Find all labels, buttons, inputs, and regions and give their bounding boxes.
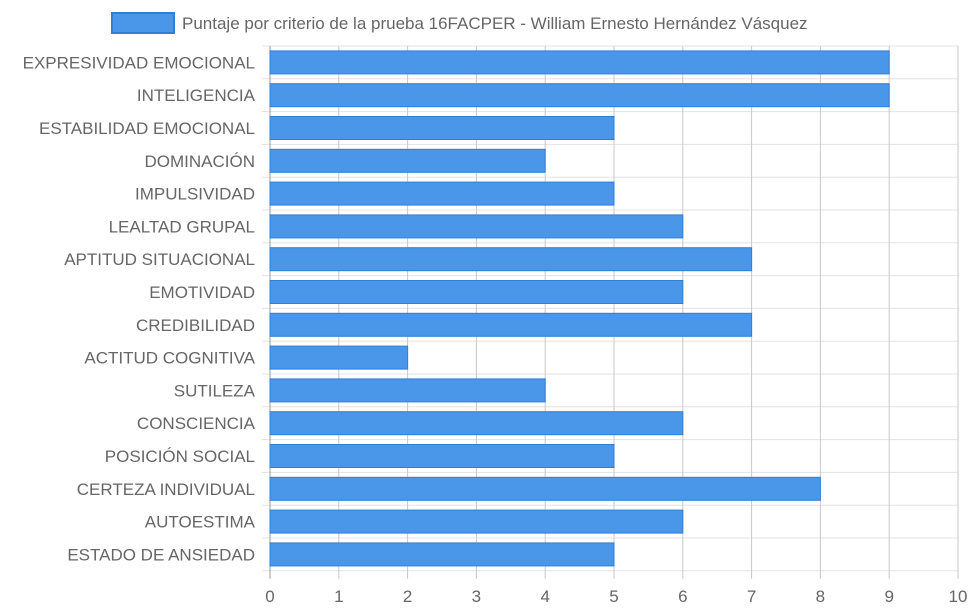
category-label: EMOTIVIDAD [149,283,255,302]
x-tick-label: 8 [816,587,825,606]
category-label: AUTOESTIMA [145,513,256,532]
bar[interactable] [269,444,615,468]
x-tick-label: 1 [334,587,343,606]
bar[interactable] [269,181,615,206]
category-label: CERTEZA INDIVIDUAL [77,480,255,499]
y-axis-labels: EXPRESIVIDAD EMOCIONAL INTELIGENCIA ESTABI… [23,53,256,564]
category-label: INTELIGENCIA [137,86,256,105]
category-label: APTITUD SITUACIONAL [64,250,255,269]
category-label: LEALTAD GRUPAL [109,217,255,236]
bars [269,50,890,567]
bar[interactable] [269,542,615,567]
x-tick-label: 9 [884,587,893,606]
x-tick-label: 3 [472,587,481,606]
bar[interactable] [269,280,684,304]
x-axis-labels: 0 1 2 3 4 5 6 7 8 9 10 [265,587,967,606]
x-tick-label: 10 [949,587,968,606]
bar[interactable] [269,312,753,337]
category-label: ESTABILIDAD EMOCIONAL [39,119,255,138]
bar[interactable] [269,345,409,370]
category-label: IMPULSIVIDAD [135,185,255,204]
bar[interactable] [269,411,684,436]
bar[interactable] [269,378,546,403]
category-label: DOMINACIÓN [145,152,256,171]
bar[interactable] [269,148,546,173]
bar[interactable] [269,50,890,75]
x-tick-label: 7 [747,587,756,606]
category-label: ESTADO DE ANSIEDAD [67,545,255,564]
category-label: POSICIÓN SOCIAL [105,447,255,466]
category-label: CREDIBILIDAD [136,316,255,335]
bar[interactable] [269,509,684,534]
category-label: ACTITUD COGNITIVA [84,349,255,368]
category-label: CONSCIENCIA [137,414,256,433]
legend[interactable]: Puntaje por criterio de la prueba 16FACP… [111,12,808,34]
x-tick-label: 6 [678,587,687,606]
x-tick-label: 4 [540,587,549,606]
category-label: EXPRESIVIDAD EMOCIONAL [23,53,255,72]
bar[interactable] [269,247,753,272]
legend-label: Puntaje por criterio de la prueba 16FACP… [182,14,808,33]
legend-swatch [111,12,175,34]
bar[interactable] [269,476,821,501]
x-tick-label: 0 [265,587,274,606]
category-label: SUTILEZA [174,381,256,400]
x-tick-label: 2 [403,587,412,606]
bar[interactable] [269,116,615,140]
x-tick-label: 5 [609,587,618,606]
bar[interactable] [269,214,684,239]
bar[interactable] [269,83,890,108]
